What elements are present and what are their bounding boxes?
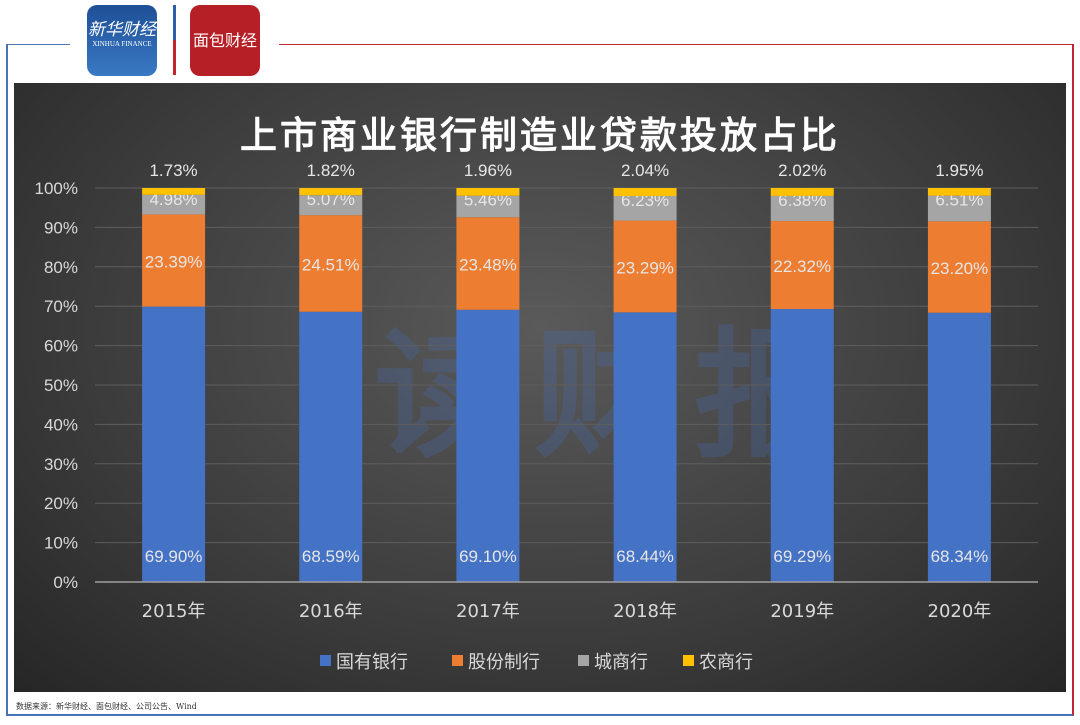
source-note: 数据来源：新华财经、面包财经、公司公告、Wind — [16, 702, 197, 711]
bar-segment-1 — [770, 221, 834, 309]
y-tick-label: 90% — [44, 218, 78, 237]
logo-text: 新华财经 — [88, 20, 156, 40]
data-label: 23.20% — [931, 259, 989, 278]
data-label: 1.73% — [149, 161, 197, 180]
legend-label: 城商行 — [594, 652, 648, 673]
y-tick-label: 10% — [44, 534, 78, 553]
logo-text-en: XINHUA FINANCE — [92, 40, 152, 48]
bar-segment-1 — [927, 221, 991, 313]
bar-segment-3 — [613, 188, 677, 197]
bar-segment-0 — [613, 312, 677, 582]
y-tick-label: 80% — [44, 258, 78, 277]
data-label: 2.02% — [778, 161, 826, 180]
bar-segment-0 — [927, 312, 991, 582]
y-tick-label: 30% — [44, 455, 78, 474]
bar-segment-2 — [927, 195, 991, 222]
data-label: 1.95% — [935, 161, 983, 180]
legend-label: 农商行 — [699, 652, 753, 673]
y-tick-label: 20% — [44, 494, 78, 513]
y-tick-label: 100% — [35, 179, 78, 198]
data-label: 68.44% — [616, 547, 674, 566]
watermark: 读财报 — [374, 283, 854, 485]
bread-finance-logo: 面包财经 — [190, 5, 260, 76]
data-label: 68.34% — [931, 547, 989, 566]
data-label: 69.90% — [145, 547, 203, 566]
data-label: 69.29% — [773, 547, 831, 566]
legend-label: 股份制行 — [468, 652, 540, 673]
bar-segment-3 — [927, 188, 991, 196]
chart-title: 上市商业银行制造业贷款投放占比 — [240, 114, 840, 157]
data-label: 23.39% — [145, 253, 203, 272]
bar-segment-2 — [770, 195, 834, 222]
bar-segment-3 — [456, 188, 520, 196]
data-label: 2.04% — [621, 161, 669, 180]
legend-swatch — [578, 655, 589, 666]
bar-segment-2 — [456, 195, 520, 218]
bar-segment-1 — [142, 214, 206, 307]
data-label: 23.29% — [616, 258, 674, 277]
bar-segment-2 — [142, 194, 206, 215]
data-label: 68.59% — [302, 547, 360, 566]
bar-segment-3 — [299, 188, 363, 196]
x-tick-label: 2018年 — [613, 601, 677, 622]
y-tick-label: 60% — [44, 337, 78, 356]
legend-swatch — [452, 655, 463, 666]
y-tick-label: 0% — [53, 573, 78, 592]
bar-segment-0 — [770, 308, 834, 582]
x-tick-label: 2019年 — [770, 601, 834, 622]
data-label: 23.48% — [459, 255, 517, 274]
bar-segment-1 — [613, 220, 677, 313]
xinhua-finance-logo: 新华财经 XINHUA FINANCE — [87, 5, 157, 76]
legend-swatch — [320, 655, 331, 666]
data-label: 1.82% — [307, 161, 355, 180]
x-tick-label: 2015年 — [142, 601, 206, 622]
bar-segment-0 — [142, 306, 206, 582]
y-tick-label: 40% — [44, 415, 78, 434]
data-label: 1.96% — [464, 161, 512, 180]
bar-segment-2 — [613, 196, 677, 221]
bar-segment-3 — [142, 188, 206, 195]
bar-segment-3 — [770, 187, 834, 196]
x-tick-label: 2020年 — [928, 601, 992, 622]
bar-segment-2 — [299, 195, 363, 216]
x-tick-label: 2016年 — [299, 601, 363, 622]
data-label: 69.10% — [459, 547, 517, 566]
legend-swatch — [683, 655, 694, 666]
logo-divider — [173, 5, 176, 75]
bar-segment-0 — [456, 309, 520, 582]
legend-label: 国有银行 — [336, 652, 408, 673]
x-tick-label: 2017年 — [456, 601, 520, 622]
bar-segment-0 — [299, 311, 363, 582]
frame-line — [6, 44, 70, 45]
data-label: 22.32% — [773, 257, 831, 276]
y-tick-label: 50% — [44, 376, 78, 395]
frame-line — [279, 44, 1074, 45]
data-label: 24.51% — [302, 255, 360, 274]
bar-segment-1 — [299, 215, 363, 312]
frame — [6, 44, 1074, 716]
y-tick-label: 70% — [44, 297, 78, 316]
bar-segment-1 — [456, 217, 520, 310]
